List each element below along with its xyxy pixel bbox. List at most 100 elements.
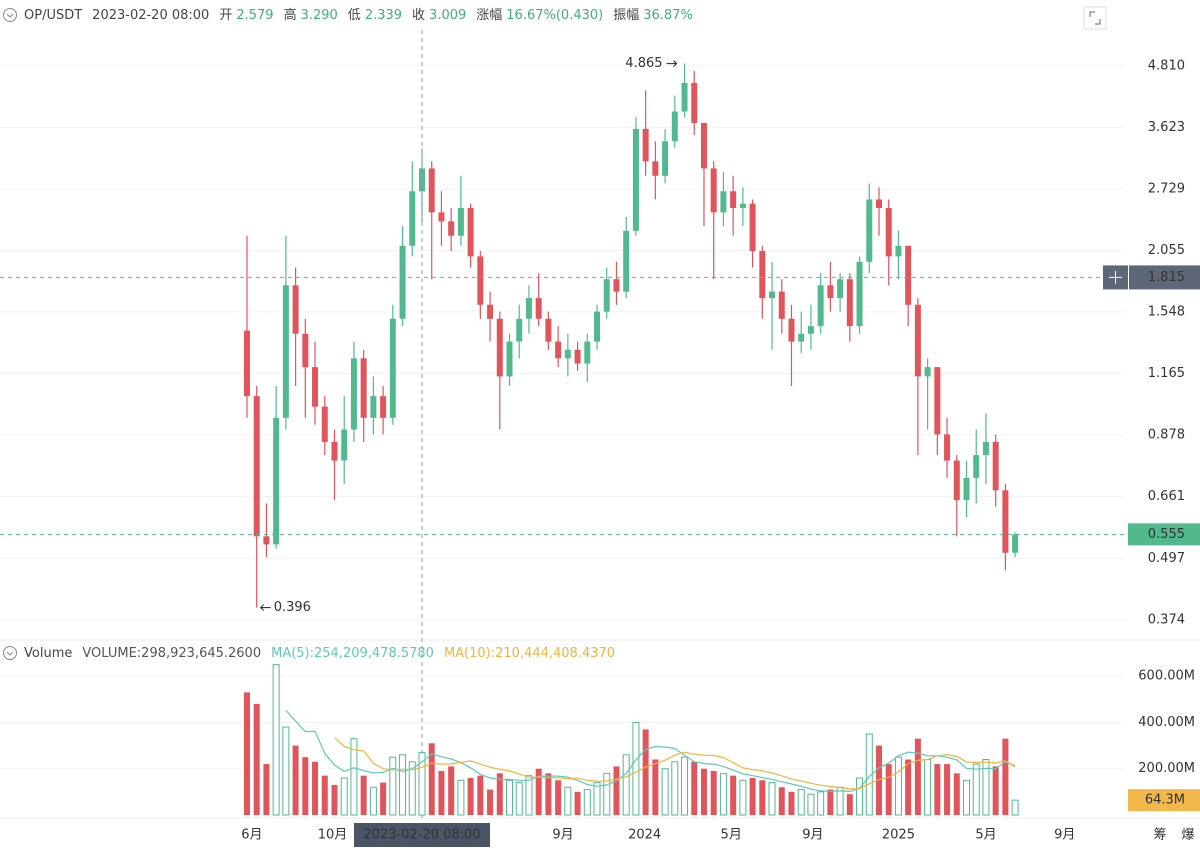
candle-body [370,396,377,418]
candle-body [807,326,814,334]
volume-bar [428,743,435,815]
candle-body [380,396,387,418]
volume-bar [632,721,640,816]
volume-bar [408,761,416,816]
volume-header: Volume VOLUME:298,923,645.2600 MA(5):254,2… [24,646,615,661]
candle-body [914,304,921,377]
collapse-icon[interactable] [3,8,17,22]
candle-body [545,318,552,342]
candle-body [788,318,795,342]
footer-icon[interactable]: 筹 [1153,827,1166,843]
field-value: 2.339 [365,8,402,23]
volume-bar [739,779,747,816]
candle-body [759,251,766,299]
volume-bar [894,756,902,816]
candle-body [769,291,776,299]
candle-body [243,330,250,397]
volume-bar [788,791,795,815]
volume-bar [380,782,387,815]
field-value: 3.290 [301,8,338,23]
candle-body [817,285,824,327]
volume-bar [807,793,815,816]
candle-body [263,536,270,545]
candle-body [273,417,280,545]
volume-bar [360,775,367,815]
volume-bar [438,771,445,815]
volume-bar [496,773,503,815]
candle-body [603,279,610,312]
volume-bar [263,764,270,815]
candle-body [302,333,309,368]
last-price-label: 0.555 [1148,527,1185,542]
candle-body [535,298,542,319]
volume-bar [691,761,698,815]
volume-bar [885,764,892,815]
y-tick-label: 2.729 [1148,181,1185,196]
volume-bar [312,761,319,815]
candle-body [341,429,348,461]
fullscreen-button[interactable] [1083,6,1107,30]
candle-body [934,367,941,435]
volume-bar [710,771,717,815]
candle-body [885,207,892,257]
candle-body [982,441,989,456]
volume-bar [953,773,960,815]
candle-body [730,191,737,208]
volume-bar [545,773,552,815]
y-tick-label: 0.497 [1148,551,1185,566]
candle-body [1002,490,1009,553]
candle-body [642,128,649,162]
volume-bar [555,780,562,815]
volume-bar [448,766,455,815]
candle-body [594,311,601,342]
field-value: 3.009 [429,8,466,23]
volume-bar [768,782,776,816]
candle-body [924,367,931,377]
volume-bar [749,777,756,815]
candle-body [506,341,513,377]
volume-bar [574,791,581,815]
candle-body [798,333,805,342]
field-label: 开 [219,8,232,23]
volume-bar [827,789,834,815]
candle-body [253,396,260,537]
volume-bar [593,782,601,816]
volume-bar [282,726,290,816]
candle-body [555,341,562,359]
volume-bar [369,786,377,816]
y-tick-label: 1.548 [1148,304,1185,319]
candle-body [564,349,571,359]
field-value: 16.67%(0.430) [506,8,603,23]
last-price-tag [1128,523,1200,546]
candle-body [613,279,620,292]
x-tick-label: 10月 [318,828,348,843]
volume-title: Volume [24,646,72,661]
collapse-icon[interactable] [3,646,17,660]
candle-body [409,191,416,246]
volume-bar [700,768,707,815]
crosshair-time-tag [353,823,490,847]
volume-bar [272,664,280,816]
volume-last-tag [1128,789,1200,812]
header-info: OP/USDT 2023-02-20 08:00 开 2.579 高 3.290 低 2.33… [24,7,693,23]
volume-bar [797,789,805,816]
footer-icon[interactable]: 爆 [1181,828,1194,843]
field-label: 低 [348,8,361,23]
candle-body [963,477,970,501]
candle-body [350,358,357,430]
field-label: 涨幅 [476,8,502,23]
field-label: 高 [284,7,297,23]
ma-line [285,709,1016,793]
candle-body [399,245,406,319]
x-tick-label: 9月 [552,828,573,843]
candle-body [331,441,338,461]
plus-icon [1109,270,1122,284]
volume-bar [730,775,737,815]
candle-body [691,82,698,123]
volume-bar [661,768,669,816]
volume-bar [302,757,309,815]
candle-body [875,199,882,208]
candle-body [574,349,581,364]
candle-body [438,212,445,222]
candle-body [584,341,591,364]
